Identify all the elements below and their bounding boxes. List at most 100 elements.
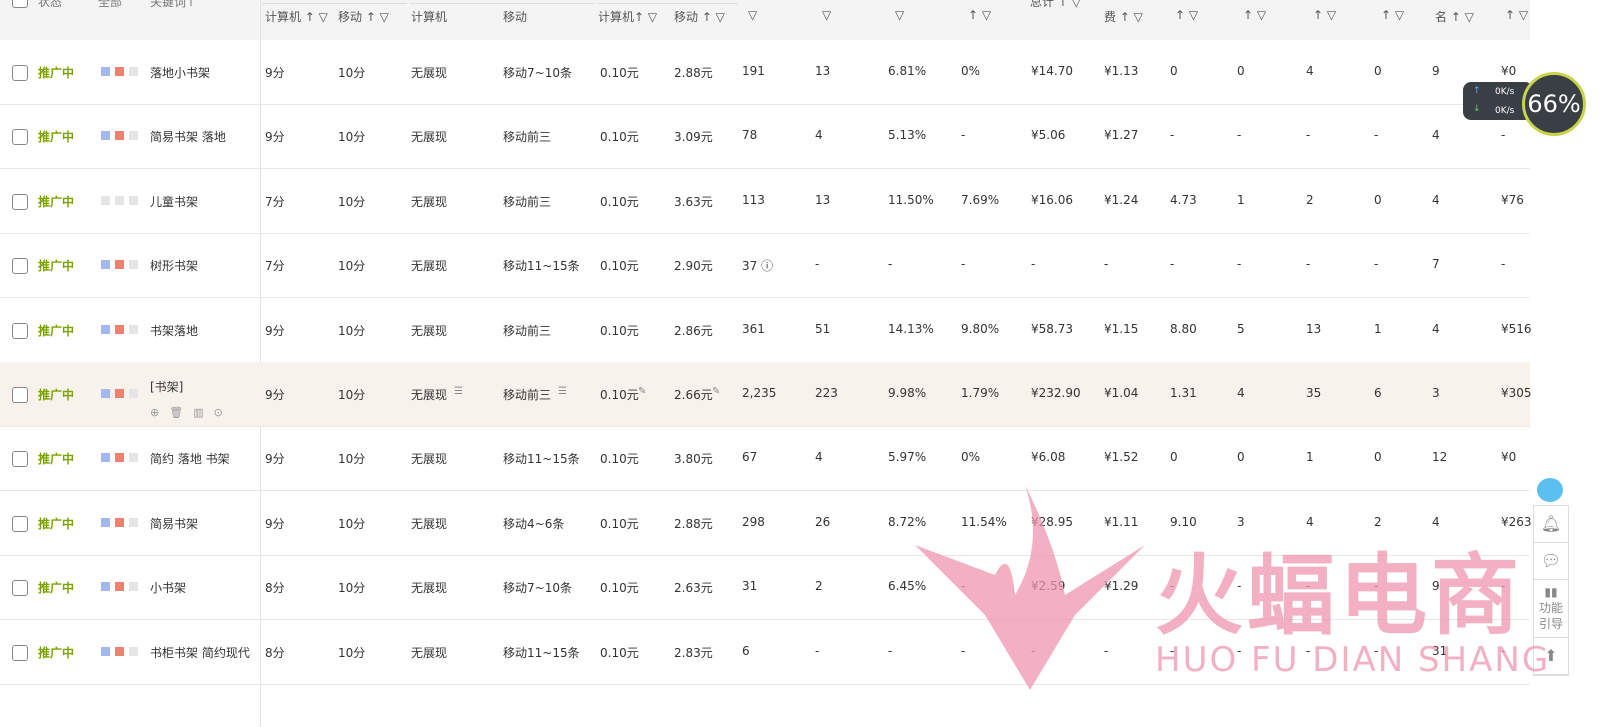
message-icon[interactable]: 💬︎ [1534, 543, 1568, 580]
more-icon[interactable]: ⊙ [213, 406, 233, 419]
cell[interactable]: 2.88元 [674, 66, 713, 80]
column-header[interactable]: 费 ↑ ▽ [1104, 10, 1143, 24]
status-badge: 推广中 [38, 259, 75, 274]
cell[interactable]: 0.10元 [600, 66, 639, 80]
device-indicator [115, 646, 124, 656]
cell[interactable]: 0.10元 [600, 259, 639, 274]
table-row[interactable]: 推广中 书架落地 9分 10分 无展现 移动前三 0.10元 2.86元 361 51 14.13%… [0, 298, 1532, 363]
column-header[interactable]: ▽ [895, 8, 905, 22]
row-checkbox[interactable] [12, 65, 28, 81]
row-checkbox[interactable] [12, 451, 28, 468]
column-header[interactable]: 计算机↑ ▽ [598, 10, 658, 24]
cell[interactable]: 2.66元 [674, 388, 713, 402]
target-icon[interactable]: ⊕ [150, 406, 170, 419]
edit-icon[interactable]: ✎ [712, 386, 721, 397]
edit-icon[interactable]: ✎ [638, 386, 647, 397]
list-icon[interactable]: ☰ [558, 386, 567, 397]
cell[interactable]: 0.10元 [600, 581, 639, 596]
column-header[interactable]: 总计 ↑ ▽ [1030, 0, 1081, 9]
chart-icon[interactable]: ▥ [193, 406, 214, 419]
table-row[interactable]: 推广中 书柜书架 简约现代 8分 10分 无展现 移动11~15条 0.10元 2.83元 6 -… [0, 620, 1530, 685]
row-checkbox[interactable] [12, 258, 28, 275]
column-header[interactable]: 移动 ↑ ▽ [674, 10, 725, 24]
cell: 移动7~10条 [503, 66, 572, 80]
device-indicator [129, 131, 138, 141]
bell-icon[interactable]: 🔔︎ [1534, 506, 1568, 543]
keyword[interactable]: 书柜书架 简约现代 [150, 645, 250, 660]
header-status[interactable]: 状态 [38, 0, 63, 9]
cell: 5 [1237, 321, 1245, 336]
cell: 12 [1432, 450, 1448, 465]
table-row[interactable]: 推广中 简易书架 落地 9分 10分 无展现 移动前三 0.10元 3.09元 78 4 5.13%… [0, 104, 1530, 170]
keyword[interactable]: 儿童书架 [150, 194, 199, 209]
cell: 10分 [338, 259, 366, 274]
mascot-icon[interactable] [1537, 478, 1563, 502]
row-checkbox[interactable] [12, 515, 28, 532]
cell[interactable]: 0.10元 [600, 194, 639, 209]
cell[interactable]: 0.10元 [600, 645, 639, 660]
row-checkbox[interactable] [12, 322, 28, 339]
row-checkbox[interactable] [12, 580, 28, 597]
keyword[interactable]: 简易书架 落地 [150, 130, 226, 145]
cell: 0 [1237, 64, 1245, 78]
row-checkbox[interactable] [12, 193, 28, 210]
column-header[interactable]: ↑ ▽ [1313, 8, 1337, 22]
row-checkbox[interactable] [12, 129, 28, 146]
table-row[interactable]: 推广中 简约 落地 书架 9分 10分 无展现 移动11~15条 0.10元 3.80元 67 4… [0, 426, 1530, 492]
column-header[interactable]: ↑ ▽ [1243, 8, 1267, 22]
cell[interactable]: 0.10元 [600, 452, 639, 467]
header-keyword[interactable]: 关键词↑ [150, 0, 197, 9]
memory-gauge[interactable]: 66% [1522, 72, 1586, 136]
keyword[interactable]: 简易书架 [150, 516, 199, 531]
table-row[interactable]: 推广中 [书架] 9分 10分 无展现 移动前三 0.10元 2.66元 2,235 223 9.9… [0, 362, 1532, 427]
cell[interactable]: 2.86元 [674, 323, 713, 338]
cell: - [1237, 643, 1242, 658]
trash-icon[interactable]: 🗑︎ [169, 406, 194, 419]
column-header[interactable]: 名 ↑ ▽ [1435, 10, 1474, 24]
header-all[interactable]: 全部 [98, 0, 123, 9]
cell[interactable]: 2.83元 [674, 645, 713, 660]
row-checkbox[interactable] [12, 644, 28, 661]
column-header[interactable]: ↑ ▽ [1381, 8, 1405, 22]
column-header[interactable]: 移动 ↑ ▽ [338, 10, 389, 24]
table-row[interactable]: 推广中 树形书架 7分 10分 无展现 移动11~15条 0.10元 2.90元 37 ⓘ - - -… [0, 233, 1530, 299]
cell[interactable]: 0.10元 [600, 323, 639, 338]
device-indicator [101, 646, 110, 656]
row-checkbox[interactable] [12, 387, 28, 403]
keyword[interactable]: 小书架 [150, 581, 187, 596]
cell: - [961, 643, 966, 658]
column-header[interactable]: 计算机 [411, 10, 448, 24]
keyword[interactable]: 树形书架 [150, 259, 199, 274]
cell: 4 [815, 128, 823, 143]
keyword[interactable]: 落地小书架 [150, 66, 211, 80]
cell: 1.31 [1170, 386, 1197, 400]
cell: - [1374, 579, 1379, 594]
cell[interactable]: 3.80元 [674, 452, 713, 467]
status-badge: 推广中 [38, 388, 75, 402]
column-header[interactable]: ▽ [748, 8, 758, 22]
guide-button[interactable]: ▮▮ 功能引导 [1534, 580, 1568, 638]
cell[interactable]: 3.63元 [674, 194, 713, 209]
column-header[interactable]: ↑ ▽ [968, 8, 992, 22]
cell: 移动11~15条 [503, 452, 580, 467]
cell[interactable]: 0.10元 [600, 516, 639, 531]
column-header[interactable]: ▽ [822, 8, 832, 22]
table-row[interactable]: 推广中 儿童书架 7分 10分 无展现 移动前三 0.10元 3.63元 113 13 11.50%… [0, 169, 1530, 234]
column-header[interactable]: ↑ ▽ [1175, 8, 1199, 22]
cell[interactable]: 0.10元 [600, 388, 639, 402]
cell[interactable]: 2.88元 [674, 516, 713, 531]
back-to-top-icon[interactable]: ⬆ [1534, 638, 1568, 675]
column-header[interactable]: 移动 [503, 10, 528, 24]
cell[interactable]: 3.09元 [674, 130, 713, 145]
keyword[interactable]: 简约 落地 书架 [150, 452, 230, 467]
keyword[interactable]: 书架落地 [150, 323, 199, 338]
select-all-checkbox[interactable] [12, 0, 28, 8]
keyword[interactable]: [书架] [150, 380, 184, 394]
column-header[interactable]: ↑ ▽ [1505, 8, 1529, 22]
cell[interactable]: 2.63元 [674, 581, 713, 596]
list-icon[interactable]: ☰ [454, 386, 463, 397]
table-row[interactable]: 推广中 落地小书架 9分 10分 无展现 移动7~10条 0.10元 2.88元 191 13 6.… [0, 40, 1530, 105]
column-header[interactable]: 计算机 ↑ ▽ [265, 10, 328, 24]
cell[interactable]: 0.10元 [600, 130, 639, 145]
cell[interactable]: 2.90元 [674, 259, 713, 274]
